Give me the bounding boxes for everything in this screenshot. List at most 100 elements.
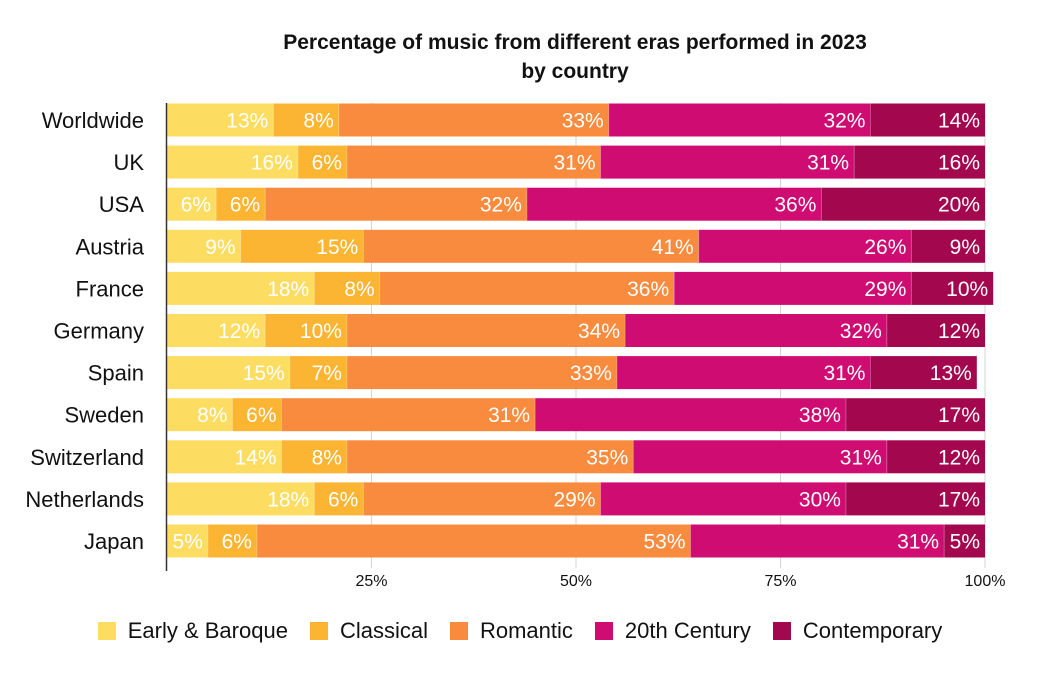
bar-segment <box>363 482 601 516</box>
data-label: 12% <box>938 320 980 343</box>
data-label: 32% <box>840 320 882 343</box>
bar-segment <box>346 356 617 390</box>
data-label: 10% <box>300 320 342 343</box>
data-label: 31% <box>807 152 849 175</box>
bar-segment <box>314 482 364 516</box>
chart-title-line-2: by country <box>521 60 629 83</box>
bar-segment <box>256 524 691 558</box>
bar-segment <box>167 314 266 347</box>
data-label: 31% <box>840 446 882 469</box>
bar-segment <box>240 229 364 263</box>
data-label: 6% <box>181 194 211 217</box>
bar-segment <box>265 314 347 347</box>
bar-segment <box>207 524 257 558</box>
data-label: 8% <box>312 446 342 469</box>
category-label: UK <box>113 150 144 175</box>
bar-segment <box>167 482 315 516</box>
legend-label: Contemporary <box>802 618 943 643</box>
category-label: Japan <box>84 529 144 554</box>
data-label: 9% <box>950 236 980 259</box>
data-label: 6% <box>312 152 342 175</box>
bar-segment <box>535 398 846 432</box>
category-label: Austria <box>76 234 145 259</box>
data-label: 6% <box>230 194 260 217</box>
data-label: 13% <box>226 110 268 133</box>
legend-swatch <box>772 622 791 640</box>
bar-segment <box>886 440 985 474</box>
bar-segment <box>216 187 266 221</box>
chart-title-line-1: Percentage of music from different eras … <box>283 31 867 54</box>
category-label: France <box>76 276 144 301</box>
data-label: 29% <box>554 488 596 511</box>
legend-item: Contemporary <box>772 618 943 644</box>
bar-segment <box>167 271 315 305</box>
legend-label: Romantic <box>479 618 573 643</box>
data-label: 6% <box>328 488 358 511</box>
bar-segment <box>273 103 339 137</box>
data-label: 9% <box>205 236 235 259</box>
bar-segment <box>633 440 887 474</box>
data-label: 14% <box>234 446 276 469</box>
bar-segment <box>281 398 536 432</box>
data-label: 36% <box>774 194 816 217</box>
data-label: 8% <box>344 278 374 301</box>
bar-segment <box>690 524 945 558</box>
x-tick-label: 75% <box>764 573 796 590</box>
legend-item: Romantic <box>449 618 573 644</box>
x-tick-label: 50% <box>560 573 592 590</box>
data-label: 29% <box>864 278 906 301</box>
data-label: 12% <box>938 446 980 469</box>
data-label: 41% <box>652 236 694 259</box>
data-label: 38% <box>799 404 841 427</box>
legend-item: 20th Century <box>594 618 751 644</box>
data-label: 12% <box>218 320 260 343</box>
data-label: 8% <box>303 110 333 133</box>
legend-item: Classical <box>309 618 428 644</box>
data-label: 10% <box>946 278 988 301</box>
bar-segment <box>625 314 887 347</box>
data-label: 53% <box>643 531 685 554</box>
bar-segment <box>854 145 985 179</box>
data-label: 35% <box>586 446 628 469</box>
category-label: Spain <box>88 361 144 386</box>
data-label: 33% <box>562 110 604 133</box>
data-label: 17% <box>938 404 980 427</box>
category-label: Germany <box>54 319 144 344</box>
bar-segment <box>265 187 527 221</box>
legend-swatch <box>97 622 116 640</box>
data-label: 6% <box>246 404 276 427</box>
bar-segment <box>616 356 871 390</box>
bar-segment <box>289 356 347 390</box>
bar-segment <box>167 145 298 179</box>
bar-segment <box>911 229 985 263</box>
bar-segment <box>232 398 282 432</box>
legend-swatch <box>309 622 328 640</box>
bar-segment <box>870 103 985 137</box>
data-label: 17% <box>938 488 980 511</box>
data-label: 33% <box>570 362 612 385</box>
legend-item: Early & Baroque <box>97 618 288 644</box>
category-label: Sweden <box>64 403 144 428</box>
bar-segment <box>167 356 290 390</box>
data-label: 34% <box>578 320 620 343</box>
bar-segment <box>526 187 822 221</box>
bar-segment <box>821 187 985 221</box>
bar-segment <box>346 314 626 347</box>
data-label: 26% <box>864 236 906 259</box>
bar-segment <box>911 271 994 305</box>
data-label: 31% <box>488 404 530 427</box>
data-label: 7% <box>312 362 342 385</box>
category-label: Worldwide <box>42 108 144 133</box>
data-label: 15% <box>316 236 358 259</box>
bar-segment <box>944 524 985 558</box>
data-label: 16% <box>251 152 293 175</box>
bar-segment <box>346 145 601 179</box>
bar-segment <box>363 229 699 263</box>
data-label: 8% <box>197 404 227 427</box>
x-tick-label: 25% <box>355 573 387 590</box>
data-label: 36% <box>627 278 669 301</box>
bar-segment <box>845 482 985 516</box>
category-label: Switzerland <box>30 445 144 470</box>
bar-segment <box>674 271 912 305</box>
bar-segment <box>167 524 208 558</box>
